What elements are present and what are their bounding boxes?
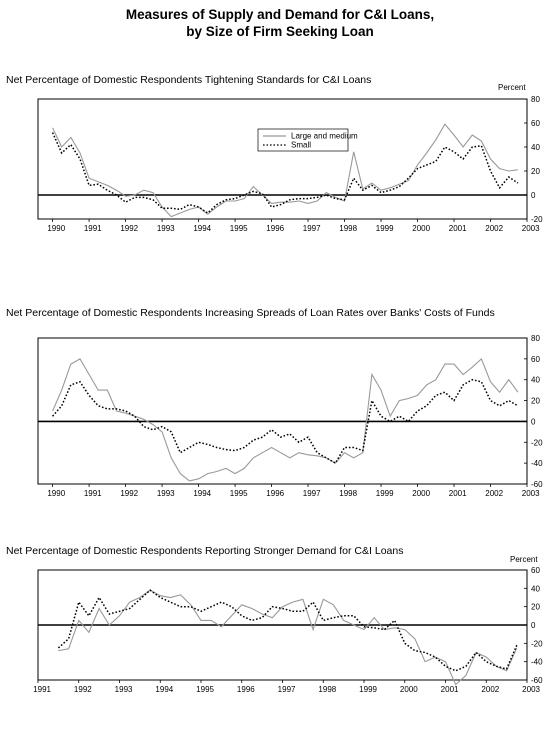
- x-tick-label: 1995: [196, 685, 214, 694]
- x-tick-label: 1997: [278, 685, 296, 694]
- x-tick-label: 2001: [449, 489, 467, 498]
- y-tick-label: 60: [531, 119, 540, 128]
- y-tick-label: 20: [531, 603, 540, 612]
- x-tick-label: 2000: [400, 685, 418, 694]
- y-tick-label: 60: [531, 355, 540, 364]
- x-tick-label: 1992: [120, 224, 138, 233]
- x-tick-label: 1996: [266, 224, 284, 233]
- x-tick-label: 2002: [481, 685, 499, 694]
- series-line-large-and-medium: [58, 589, 518, 686]
- x-tick-label: 1999: [376, 224, 394, 233]
- x-tick-label: 1994: [155, 685, 173, 694]
- y-tick-label: 40: [531, 376, 540, 385]
- series-line-small: [51, 132, 519, 214]
- chart-increasing-spreads: -60 -40 -20 0 20 40 60 80 1990 1991 1992 1993 1994 19…: [37, 334, 543, 498]
- x-tick-label: 1997: [303, 489, 321, 498]
- x-tick-label: 2003: [522, 224, 540, 233]
- series-line-large-and-medium: [52, 357, 519, 482]
- x-tick-label: 1999: [359, 685, 377, 694]
- y-tick-label: 80: [531, 95, 540, 104]
- y-tick-label: -40: [531, 459, 543, 468]
- x-tick-label: 1990: [47, 224, 65, 233]
- y-tick-label: 60: [531, 566, 540, 575]
- x-tick-label: 2001: [441, 685, 459, 694]
- x-tick-label: 1993: [157, 224, 175, 233]
- y-tick-label: -60: [531, 480, 543, 489]
- x-tick-label: 2000: [412, 489, 430, 498]
- panel-2-title: Net Percentage of Domestic Respondents I…: [6, 307, 495, 319]
- legend-label: Small: [291, 141, 311, 150]
- legend-label: Large and medium: [291, 132, 358, 141]
- x-tick-label: 1991: [84, 224, 102, 233]
- x-tick-label: 1993: [115, 685, 133, 694]
- panel-3-title: Net Percentage of Domestic Respondents R…: [6, 545, 404, 557]
- y-tick-label: 20: [531, 167, 540, 176]
- y-tick-label: 40: [531, 584, 540, 593]
- x-tick-label: 1994: [193, 489, 211, 498]
- x-tick-label: 2003: [522, 489, 540, 498]
- x-tick-label: 1994: [193, 224, 211, 233]
- series-line-small: [52, 378, 519, 465]
- x-tick-label: 2002: [485, 489, 503, 498]
- y-axis-label: Percent: [510, 555, 538, 564]
- y-tick-label: 0: [531, 417, 536, 426]
- x-tick-label: 1996: [266, 489, 284, 498]
- y-tick-label: 0: [531, 191, 536, 200]
- x-tick-label: 1999: [376, 489, 394, 498]
- x-tick-label: 1998: [339, 489, 357, 498]
- x-tick-label: 1998: [318, 685, 336, 694]
- y-tick-label: 0: [531, 621, 536, 630]
- y-tick-label: -20: [531, 639, 543, 648]
- x-tick-label: 1998: [339, 224, 357, 233]
- y-tick-label: 40: [531, 143, 540, 152]
- plot-frame: [37, 98, 528, 220]
- y-tick-label: -20: [531, 215, 543, 224]
- figure-title-line-2: by Size of Firm Seeking Loan: [186, 24, 374, 39]
- x-tick-label: 1995: [230, 489, 248, 498]
- chart-tightening-standards: -20 0 20 40 60 80 1990 1991 1992 1993 1994 1995 1996…: [37, 83, 543, 233]
- y-tick-label: 80: [531, 334, 540, 343]
- x-tick-label: 1991: [84, 489, 102, 498]
- x-tick-label: 1997: [303, 224, 321, 233]
- x-tick-label: 2001: [449, 224, 467, 233]
- x-tick-label: 1995: [230, 224, 248, 233]
- x-tick-label: 1992: [74, 685, 92, 694]
- x-tick-label: 1993: [157, 489, 175, 498]
- y-tick-label: 20: [531, 397, 540, 406]
- x-tick-label: 1992: [120, 489, 138, 498]
- x-tick-label: 2002: [485, 224, 503, 233]
- x-tick-label: 1990: [47, 489, 65, 498]
- y-tick-label: -20: [531, 438, 543, 447]
- x-tick-label: 2000: [412, 224, 430, 233]
- y-axis-label: Percent: [498, 83, 526, 92]
- x-tick-label: 2003: [522, 685, 540, 694]
- series-line-small: [57, 589, 518, 672]
- panel-1-title: Net Percentage of Domestic Respondents T…: [6, 74, 372, 86]
- x-tick-label: 1996: [237, 685, 255, 694]
- figure-title-line-1: Measures of Supply and Demand for C&I Lo…: [125, 7, 435, 22]
- y-tick-label: -40: [531, 658, 543, 667]
- x-tick-label: 1991: [33, 685, 51, 694]
- y-tick-label: -60: [531, 676, 543, 685]
- plot-frame: [37, 337, 528, 485]
- series-line-large-and-medium: [52, 123, 518, 218]
